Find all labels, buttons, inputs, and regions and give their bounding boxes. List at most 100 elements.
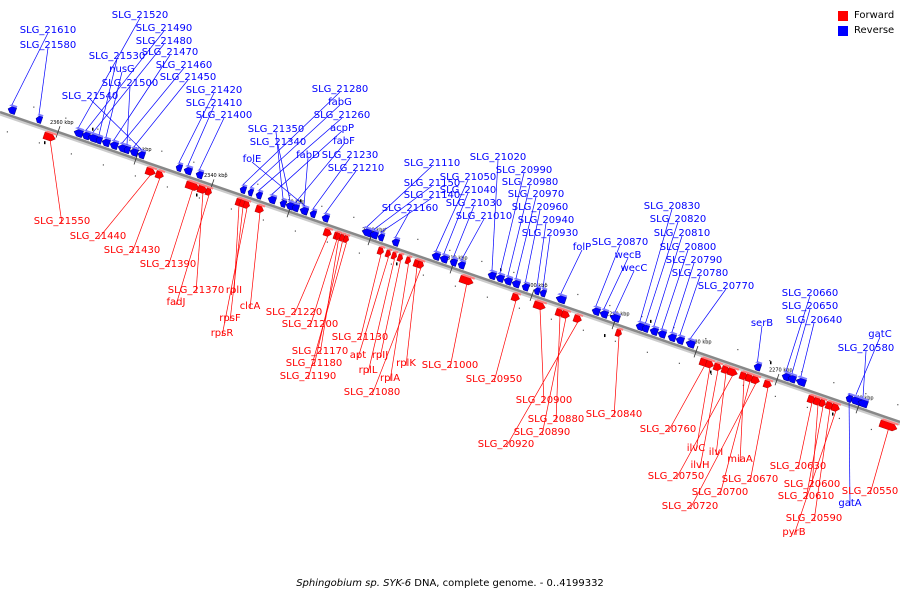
forward-label-11-leader (309, 238, 338, 328)
tick-label: 2350 kbp (128, 147, 152, 153)
gene-marker (300, 199, 302, 203)
forward-gene-17 (390, 250, 399, 260)
reverse-label-33-leader (461, 218, 485, 260)
reverse-label-46: SLG_20820 (650, 214, 706, 225)
reverse-gene-4 (87, 131, 100, 144)
scale-dot (97, 128, 99, 130)
forward-label-7: rpsF (219, 313, 241, 324)
reverse-label-37-leader (515, 196, 537, 279)
reverse-label-58: gatA (838, 498, 861, 509)
reverse-label-30-leader (435, 179, 469, 251)
forward-label-9: clcA (240, 301, 261, 312)
forward-gene-32-top (723, 364, 732, 368)
reverse-label-32-leader (453, 205, 475, 258)
reverse-gene-53-top (783, 370, 792, 375)
reverse-gene-39-shape (533, 287, 542, 296)
forward-gene-26-shape (560, 310, 570, 319)
reverse-label-29-leader (395, 210, 411, 238)
forward-label-18-leader (379, 261, 401, 359)
reverse-gene-30 (431, 250, 442, 261)
forward-gene-26-top (563, 309, 572, 313)
reverse-gene-39 (533, 285, 542, 296)
forward-gene-24-top (535, 299, 548, 305)
forward-label-32: ilvI (709, 447, 723, 458)
scale-dot (422, 274, 424, 276)
forward-label-42: pyrB (782, 527, 805, 538)
scale-dot (262, 219, 264, 221)
forward-label-6: rplI (226, 285, 242, 296)
scale-dot (385, 227, 387, 229)
scale-dot (230, 208, 232, 210)
reverse-gene-42-shape (591, 307, 601, 317)
scale-dot (38, 142, 40, 144)
reverse-gene-21-shape (291, 203, 301, 213)
legend-forward: Forward (838, 8, 894, 23)
scale-dot (865, 393, 867, 395)
reverse-gene-5 (95, 134, 104, 145)
forward-label-40-leader (805, 406, 824, 500)
scale-dot (358, 252, 360, 254)
forward-gene-10-top (325, 227, 334, 231)
forward-label-42-leader (793, 410, 837, 536)
legend-reverse: Reverse (838, 23, 894, 38)
reverse-gene-18-top (269, 193, 278, 198)
reverse-label-39: SLG_20940 (518, 215, 574, 226)
reverse-gene-46 (641, 322, 651, 333)
reverse-gene-37-top (513, 277, 522, 282)
reverse-gene-13-top (185, 164, 194, 169)
forward-gene-31 (712, 361, 724, 372)
reverse-gene-46-top (643, 322, 651, 327)
reverse-gene-7-top (111, 139, 120, 144)
forward-gene-15-top (379, 245, 386, 249)
reverse-label-12-leader (178, 92, 215, 163)
reverse-label-36-leader (507, 184, 531, 276)
forward-label-18: rpIJ (372, 350, 388, 361)
reverse-gene-43 (599, 308, 610, 319)
reverse-label-56-leader (855, 336, 881, 395)
reverse-label-25: SLG_21210 (328, 163, 384, 174)
scale-dot (417, 238, 419, 240)
reverse-label-11: SLG_21540 (62, 91, 118, 102)
scale-dot (70, 153, 72, 155)
forward-gene-9-top (257, 203, 266, 208)
reverse-label-19-leader (275, 131, 284, 199)
forward-label-37-leader (749, 387, 769, 483)
reverse-gene-44 (609, 311, 622, 323)
reverse-label-18: acpP (330, 123, 354, 134)
reverse-gene-39-top (535, 285, 542, 289)
reverse-gene-25-top (323, 212, 331, 216)
scale-dot (166, 186, 168, 188)
reverse-label-10-leader (133, 79, 189, 147)
forward-label-34-leader (739, 378, 745, 463)
forward-gene-16-shape (384, 249, 391, 258)
forward-label-3-leader (167, 187, 194, 268)
reverse-gene-1-top (37, 113, 44, 118)
reverse-gene-26 (361, 226, 374, 238)
reverse-gene-35-shape (495, 274, 505, 284)
forward-gene-25-top (557, 306, 566, 311)
forward-gene-5-top (207, 186, 214, 190)
reverse-gene-48-shape (657, 330, 667, 339)
reverse-gene-11 (137, 148, 147, 160)
reverse-label-16: fabG (328, 97, 352, 108)
forward-label-23: SLG_20950 (466, 374, 522, 385)
reverse-gene-9-top (125, 144, 132, 148)
reverse-label-27: SLG_21150 (404, 178, 460, 189)
reverse-label-23-leader (303, 157, 309, 206)
scale-dot (257, 183, 259, 185)
reverse-label-9-leader (126, 85, 131, 145)
forward-label-16-leader (357, 256, 389, 359)
reverse-gene-26-top (363, 226, 374, 231)
reverse-label-45-leader (639, 208, 673, 322)
forward-label-35-leader (719, 380, 751, 496)
scale-dot (198, 197, 200, 199)
forward-label-25-leader (555, 315, 561, 423)
forward-gene-9 (254, 203, 266, 214)
forward-gene-19-shape (404, 256, 411, 265)
forward-gene-21-shape (416, 260, 424, 269)
scale-dot (193, 161, 195, 163)
reverse-gene-53 (781, 370, 792, 382)
forward-gene-40 (818, 397, 828, 408)
reverse-label-22: folE (243, 154, 262, 165)
